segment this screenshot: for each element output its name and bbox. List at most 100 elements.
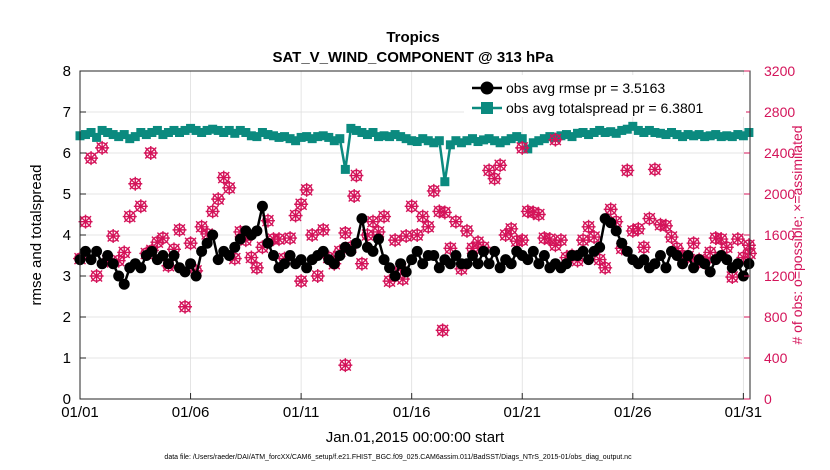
spread-point [158,130,168,140]
spread-point [385,132,395,142]
obs-count-point [349,168,364,183]
obs-assimilated-marker [553,233,568,248]
obs-count-point [310,269,325,283]
spread-point [390,130,400,140]
rmse-point [466,250,478,261]
obs-assimilated-marker [227,251,242,266]
rmse-point [461,258,473,270]
spread-point [291,136,301,146]
spread-point [556,131,566,141]
obs-assimilated-marker [736,250,751,265]
obs-count-point [426,183,441,198]
obs-count-point [443,241,458,256]
spread-point [257,128,267,137]
spread-point [302,132,312,142]
spread-point [175,128,185,137]
rmse-point [433,262,445,274]
rmse-point [384,262,396,274]
spread-point [368,128,378,137]
obs-count-point [354,256,369,271]
rmse-point [279,258,291,270]
obs-assimilated-marker [658,218,673,233]
rmse-point [251,225,263,237]
rmse-point [610,225,622,237]
obs-assimilated-marker [106,229,121,244]
obs-count-point [299,182,314,197]
spread-point [263,130,273,140]
obs-assimilated-marker [581,219,596,234]
obs-count-point [183,236,198,251]
rmse-point [91,245,103,257]
obs-assimilated-marker [741,238,756,253]
spread-point [595,125,605,135]
y2-tick-label: 3200 [764,63,795,79]
obs-assimilated-marker [592,252,607,267]
x-tick-label: 01/26 [614,404,652,421]
rmse-point [190,270,202,282]
obs-assimilated-marker [487,171,502,186]
obs-assimilated-marker [143,146,158,160]
y-tick-label: 1 [63,350,71,367]
spread-point [722,131,732,141]
rmse-point [444,258,456,270]
obs-count-point [143,146,158,160]
obs-assimilated-marker [178,299,193,314]
rmse-point [721,254,733,266]
spread-point [700,132,710,142]
x-tick-label: 01/01 [61,404,99,421]
legend-box [464,75,746,117]
obs-assimilated-marker [703,245,718,260]
rmse-point [201,237,213,249]
obs-count-point [576,233,591,248]
obs-assimilated-marker [78,214,93,229]
spread-point [490,136,500,146]
rmse-point [356,213,368,225]
x-tick-label: 01/16 [393,404,431,421]
spread-point [639,128,649,137]
spread-point [114,132,124,142]
obs-count-point [435,323,450,338]
rmse-point [494,262,506,274]
rmse-point [732,258,744,270]
obs-assimilated-marker [260,213,275,228]
spread-point [567,132,577,142]
y2-tick-label: 0 [764,391,772,407]
rmse-point [527,245,539,257]
spread-point [600,128,610,137]
obs-assimilated-marker [117,245,132,260]
spread-point [495,138,505,148]
obs-assimilated-marker [664,230,679,245]
obs-count-point [172,222,187,237]
spread-point [689,131,699,141]
spread-point [103,128,113,137]
obs-assimilated-marker [426,183,441,198]
obs-assimilated-marker [111,253,126,268]
spread-point [396,132,406,142]
spread-point [362,130,372,140]
y-tick-label: 6 [63,145,71,162]
obs-assimilated-marker [730,232,745,247]
obs-assimilated-marker [647,162,662,177]
obs-assimilated-marker [399,229,414,244]
rmse-point [671,250,683,261]
obs-assimilated-marker [122,209,137,224]
rmse-point [107,258,119,270]
obs-assimilated-marker [272,232,287,247]
spread-point [108,130,118,140]
spread-point [473,137,483,147]
obs-assimilated-marker [531,207,546,222]
spread-point [517,134,527,144]
obs-assimilated-marker [294,197,309,212]
obs-assimilated-marker [310,269,325,283]
obs-count-point [592,252,607,267]
y-tick-label: 7 [63,104,71,121]
spread-point [539,134,549,144]
spread-point [208,124,218,134]
left-axis: 0 1 2 3 4 5 6 7 8 [63,63,86,408]
obs-assimilated-marker [642,211,657,226]
y2-tick-label: 1600 [764,227,795,243]
obs-count-point [338,225,353,240]
obs-count-point [347,189,362,204]
rmse-point [699,258,711,270]
rmse-point [594,241,606,253]
